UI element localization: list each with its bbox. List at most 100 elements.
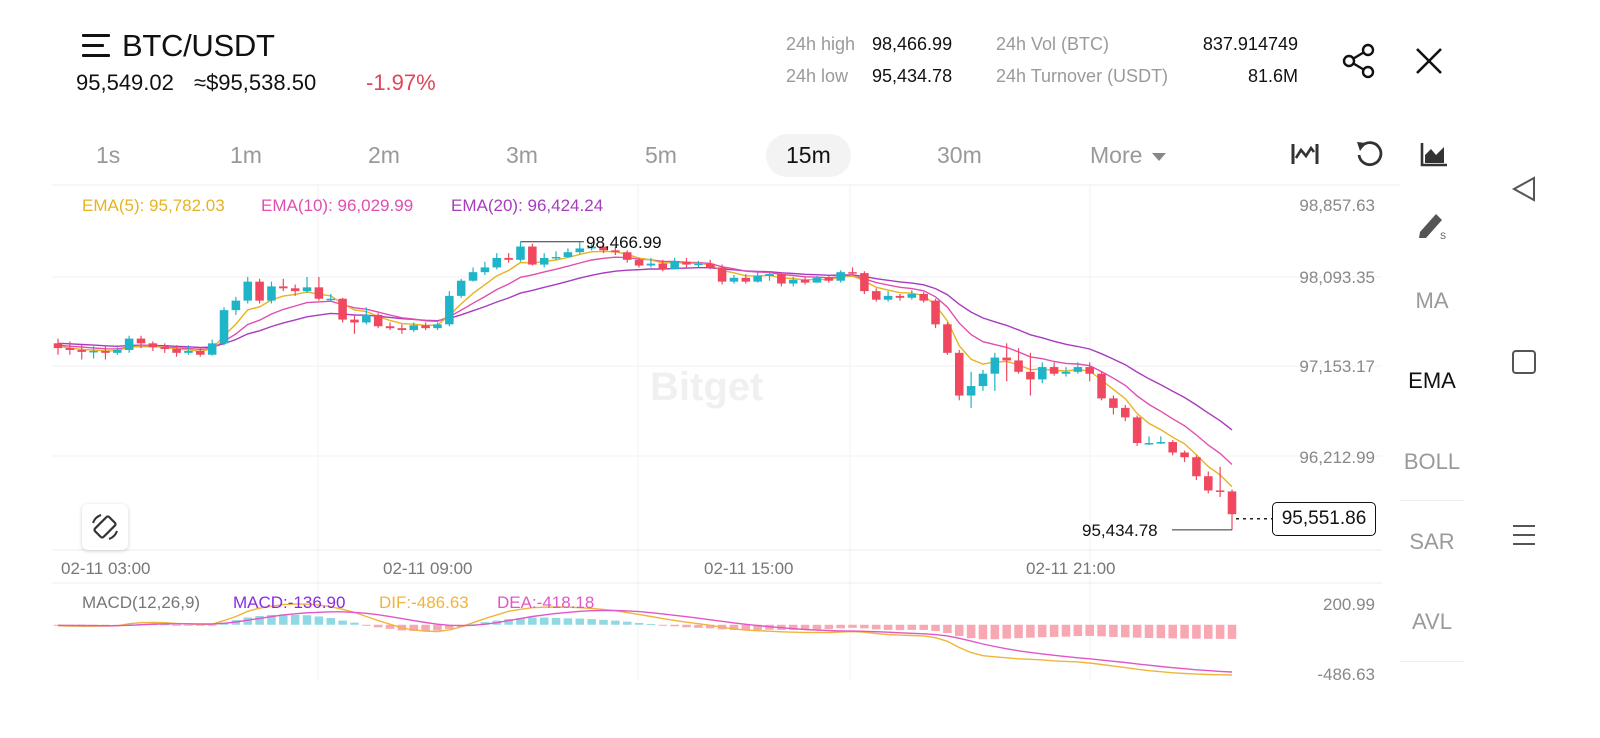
candle-down (777, 274, 786, 284)
rotate-icon (92, 514, 118, 540)
macd-bar (516, 618, 525, 625)
reset-icon[interactable] (1354, 139, 1384, 169)
macd-bar (836, 624, 845, 629)
indicator-avl[interactable]: AVL (1412, 609, 1452, 634)
macd-bar (53, 624, 63, 626)
macd-bar (362, 624, 371, 626)
macd-bar (812, 624, 822, 630)
candle-down (931, 300, 940, 325)
more-timeframes-dropdown[interactable]: More (1090, 142, 1167, 169)
candle-down (1002, 357, 1011, 361)
candle-up (729, 277, 739, 282)
low-24h-value: 95,434.78 (872, 66, 953, 86)
current-price-tag[interactable]: 95,551.86 (1272, 502, 1376, 536)
candle-down (279, 286, 288, 289)
candle-up (551, 256, 561, 259)
indicator-ema[interactable]: EMA (1408, 368, 1456, 393)
candle-down (954, 352, 964, 396)
candle-up (445, 295, 454, 325)
trading-pair-title[interactable]: BTC/USDT (122, 28, 275, 63)
indicator-sar[interactable]: SAR (1409, 529, 1455, 554)
tab-15m[interactable]: 15m (766, 134, 851, 177)
candle-down (172, 349, 181, 353)
macd-bar (504, 619, 513, 625)
tab-30m[interactable]: 30m (937, 142, 982, 168)
dea-value: DEA:-418.18 (497, 593, 595, 612)
macd-bar (800, 624, 810, 630)
candlestick-chart[interactable]: Bitget (0, 0, 1400, 700)
candle-up (267, 286, 276, 301)
macd-bar (1085, 624, 1094, 636)
macd-bar (1227, 624, 1237, 639)
candle-down (860, 273, 869, 292)
candle-up (89, 350, 98, 353)
candle-up (1037, 367, 1047, 380)
candle-up (966, 386, 976, 396)
candle-down (1121, 407, 1130, 418)
macd-bar (207, 624, 217, 626)
indicator-boll[interactable]: BOLL (1403, 449, 1461, 474)
menu-icon[interactable] (82, 34, 110, 58)
rotate-screen-button[interactable] (82, 504, 128, 550)
candle-up (1061, 371, 1071, 374)
candle-down (599, 246, 608, 251)
share-icon[interactable] (1340, 42, 1378, 80)
candle-down (658, 263, 668, 270)
candle-up (990, 357, 1000, 374)
candle-up (362, 314, 371, 323)
more-label: More (1090, 142, 1143, 168)
depth-chart-icon[interactable] (1290, 140, 1320, 168)
indicator-divider (1400, 500, 1464, 501)
candle-up (113, 349, 122, 353)
candle-down (634, 259, 644, 266)
candle-up (836, 272, 845, 281)
macd-bar (255, 615, 264, 625)
close-icon[interactable] (1414, 46, 1444, 76)
macd-bar (1192, 624, 1201, 639)
home-square-icon[interactable] (1510, 348, 1538, 376)
candle-down (255, 281, 264, 301)
macd-bar (966, 624, 976, 639)
pencil-icon[interactable]: S (1416, 208, 1448, 240)
candle-up (326, 298, 336, 301)
candle-down (1085, 367, 1094, 374)
macd-bar (622, 621, 632, 625)
macd-bar (1014, 624, 1023, 639)
macd-bar (1121, 624, 1130, 638)
candle-down (1180, 452, 1189, 458)
macd-bar (729, 624, 739, 630)
menu-lines-icon[interactable] (1510, 521, 1538, 549)
macd-bar (931, 624, 940, 631)
candle-up (539, 257, 549, 265)
area-chart-icon[interactable] (1420, 141, 1448, 167)
candle-down (1026, 371, 1035, 380)
macd-bar (1073, 624, 1083, 637)
ema20-line (57, 267, 1233, 431)
candle-down (350, 319, 359, 323)
macd-bar (350, 622, 359, 625)
macd-bar (445, 624, 454, 629)
candle-down (196, 350, 205, 355)
macd-bar (753, 624, 762, 630)
macd-bar (1204, 624, 1213, 639)
tab-2m[interactable]: 2m (368, 142, 400, 168)
candle-down (421, 325, 430, 329)
indicator-ma[interactable]: MA (1415, 288, 1449, 313)
tab-5m[interactable]: 5m (645, 142, 677, 168)
candle-up (812, 277, 822, 283)
macd-bar (895, 624, 905, 631)
macd-bar (1156, 624, 1166, 639)
macd-bar (433, 624, 442, 631)
back-triangle-icon[interactable] (1510, 175, 1538, 203)
ema5-legend: EMA(5): 95,782.03 (82, 196, 225, 215)
tab-1m[interactable]: 1m (230, 142, 262, 168)
tab-3m[interactable]: 3m (506, 142, 538, 168)
macd-bar (480, 622, 490, 625)
tab-1s[interactable]: 1s (96, 142, 121, 168)
macd-bar (919, 624, 928, 630)
macd-bar (1061, 624, 1071, 637)
candle-down (1049, 367, 1059, 374)
candle-down (1215, 490, 1225, 492)
macd-bar (1002, 624, 1011, 639)
candle-down (290, 288, 300, 292)
